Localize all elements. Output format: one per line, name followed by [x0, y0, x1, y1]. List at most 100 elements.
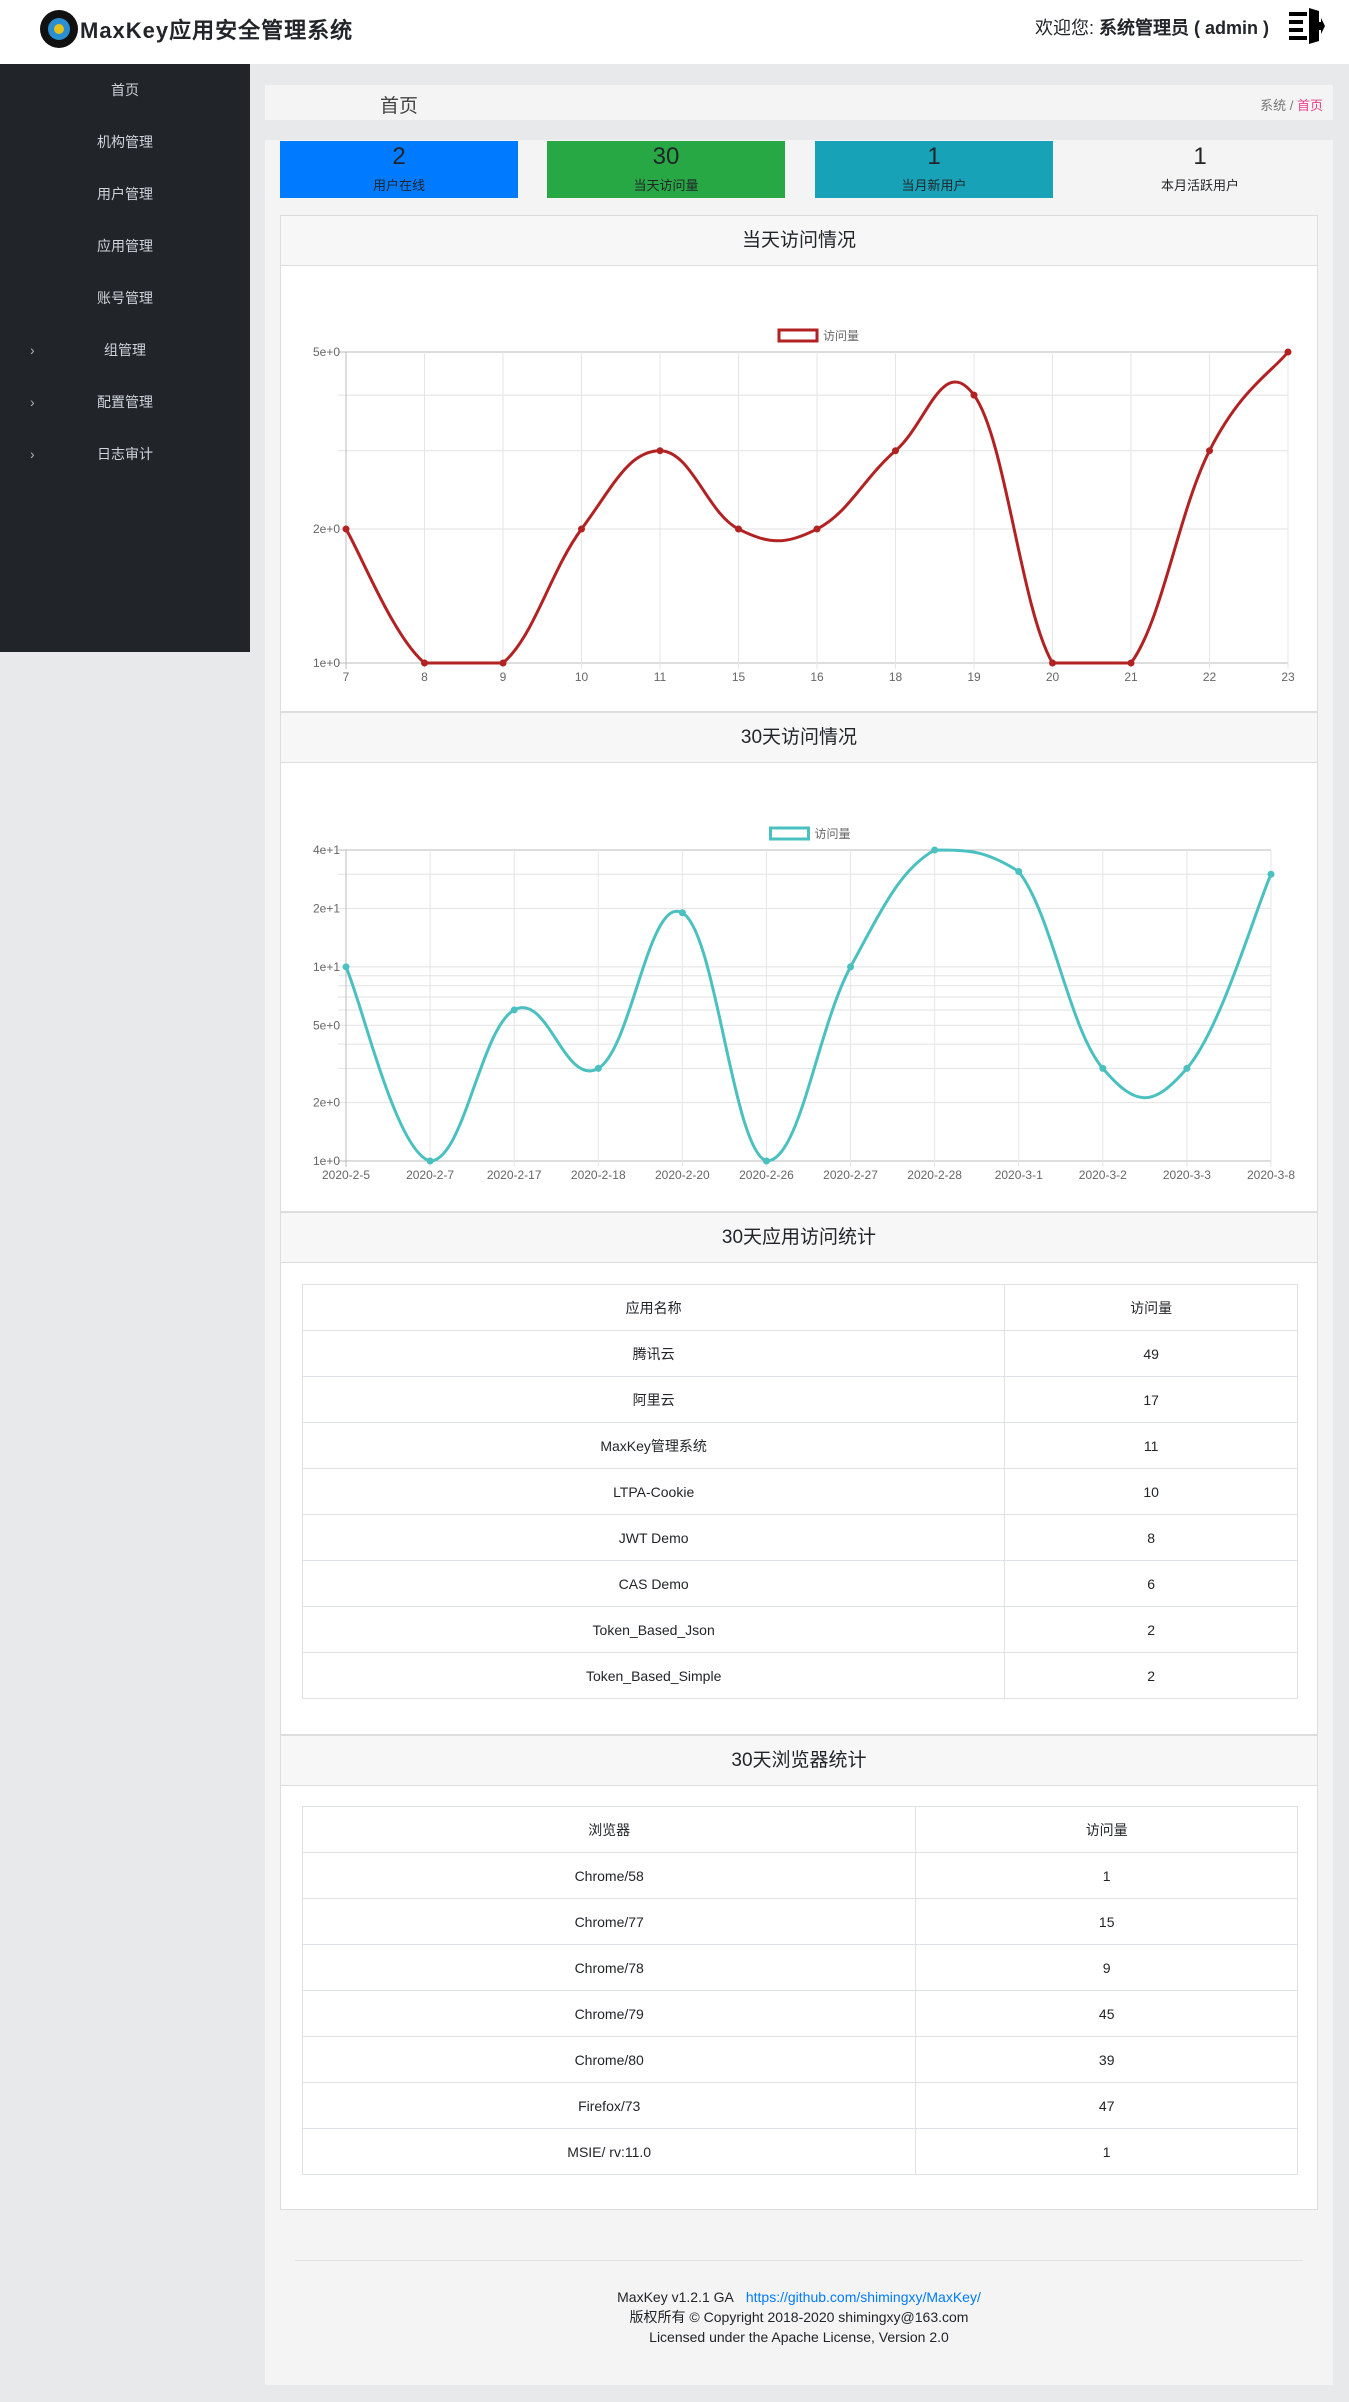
today-visits-chart: 访问量 1e+0 2e+0 5e+0 7 8 9 10 11 15 16 18 19 20 21 22 23	[313, 328, 1295, 684]
y-tick-label: 2e+0	[313, 522, 340, 536]
x-tick-label: 10	[575, 670, 589, 684]
data-point	[931, 846, 939, 854]
sidebar-item[interactable]: 应用管理	[0, 220, 250, 272]
table-row: 腾讯云 49	[301, 1330, 1298, 1377]
card-title: 当天访问情况	[281, 216, 1317, 266]
table-row: Chrome/58 1	[301, 1852, 1298, 1899]
legend-swatch	[769, 826, 810, 841]
table-row: 阿里云 17	[301, 1376, 1298, 1423]
y-tick-label: 2e+1	[313, 901, 340, 915]
x-tick-label: 2020-2-7	[406, 1168, 454, 1182]
sidebar-item-label: 组管理	[104, 342, 146, 358]
page-title: 首页	[380, 96, 419, 117]
today-visits-card: 当天访问情况 访问量 1e+0 2e+0 5e+0 7 8 9 10 11 15 16 18 19 20 2…	[280, 215, 1318, 712]
table-cell: MSIE/ rv:11.0	[301, 2128, 917, 2175]
data-point	[1267, 870, 1275, 878]
data-point	[1127, 659, 1135, 667]
x-tick-label: 23	[1281, 670, 1295, 684]
table-cell: 6	[1004, 1560, 1298, 1607]
table-cell: LTPA-Cookie	[301, 1468, 1006, 1515]
data-point	[762, 1157, 770, 1165]
legend-swatch	[777, 328, 819, 343]
y-tick-label: 5e+0	[313, 1018, 340, 1032]
table-cell: 9	[915, 1944, 1298, 1991]
series-line	[344, 351, 1290, 665]
table-row: Chrome/78 9	[301, 1944, 1298, 1991]
x-tick-label: 2020-2-26	[739, 1168, 794, 1182]
license: Licensed under the Apache License, Versi…	[649, 2329, 949, 2345]
sidebar-item-label: 用户管理	[97, 186, 153, 202]
x-tick-label: 2020-2-27	[823, 1168, 878, 1182]
data-point	[678, 909, 686, 917]
data-point	[656, 447, 664, 455]
github-link[interactable]: https://github.com/shimingxy/MaxKey/	[745, 2289, 981, 2305]
x-tick-label: 2020-2-5	[322, 1168, 370, 1182]
table-cell: 8	[1004, 1514, 1298, 1561]
y-tick-label: 1e+0	[313, 656, 340, 670]
data-point	[342, 525, 350, 533]
x-tick-label: 2020-3-1	[995, 1168, 1043, 1182]
breadcrumb: 系统 / 首页	[1260, 95, 1323, 114]
data-point	[970, 391, 978, 399]
stat-label: 用户在线	[372, 178, 425, 193]
divider	[265, 120, 1333, 140]
x-tick-label: 21	[1124, 670, 1138, 684]
x-tick-label: 22	[1203, 670, 1217, 684]
table-row: Chrome/77 15	[301, 1898, 1298, 1945]
table-cell: 15	[915, 1898, 1298, 1945]
y-tick-label: 1e+0	[313, 1154, 340, 1168]
data-point	[342, 963, 350, 971]
x-tick-label: 7	[343, 670, 350, 684]
card-title: 30天应用访问统计	[281, 1213, 1317, 1263]
sidebar-item[interactable]: › 日志审计	[0, 428, 250, 480]
x-tick-label: 2020-2-17	[487, 1168, 542, 1182]
sidebar-item[interactable]: 账号管理	[0, 272, 250, 324]
chevron-right-icon: ›	[30, 394, 35, 410]
table-header-row: 浏览器 访问量	[301, 1806, 1298, 1853]
table-cell: Chrome/78	[301, 1944, 917, 1991]
table-cell: CAS Demo	[301, 1560, 1006, 1607]
sidebar-item[interactable]: › 组管理	[0, 324, 250, 376]
data-point	[578, 525, 585, 533]
month-visits-card: 30天访问情况 访问量 1e+0 2e+0 5e+0 1e+1 2e+1 4e+1 2020-…	[280, 712, 1318, 1212]
table-cell: 17	[1004, 1376, 1298, 1423]
stat-box: 1 本月活跃用户	[1082, 141, 1318, 198]
stat-box: 30 当天访问量	[547, 141, 785, 198]
sidebar-item-label: 配置管理	[97, 394, 153, 410]
stat-label: 本月活跃用户	[1160, 178, 1239, 193]
data-point	[510, 1006, 518, 1014]
card-title: 30天浏览器统计	[281, 1736, 1317, 1786]
table-row: Firefox/73 47	[301, 2082, 1298, 2129]
sidebar-item[interactable]: › 配置管理	[0, 376, 250, 428]
app-title: MaxKey应用安全管理系统	[80, 18, 354, 43]
x-tick-label: 9	[500, 670, 507, 684]
x-tick-label: 2020-2-28	[907, 1168, 962, 1182]
table-cell: 腾讯云	[301, 1330, 1006, 1377]
breadcrumb-separator: /	[1286, 98, 1297, 113]
footer: MaxKey v1.2.1 GA https://github.com/shimi…	[295, 2260, 1303, 2347]
sidebar-item[interactable]: 用户管理	[0, 168, 250, 220]
chevron-right-icon: ›	[30, 342, 35, 358]
top-header: MaxKey应用安全管理系统 欢迎您: 系统管理员 ( admin )	[0, 0, 1349, 64]
table-cell: MaxKey管理系统	[301, 1422, 1006, 1469]
data-point	[499, 659, 507, 667]
column-header: 访问量	[1004, 1284, 1298, 1331]
table-row: Chrome/80 39	[301, 2036, 1298, 2083]
table-cell: JWT Demo	[301, 1514, 1006, 1561]
table-row: MaxKey管理系统 11	[301, 1422, 1298, 1469]
breadcrumb-parent[interactable]: 系统	[1260, 98, 1287, 113]
stat-value: 1	[927, 143, 941, 170]
x-tick-label: 18	[889, 670, 903, 684]
stat-box: 1 当月新用户	[815, 141, 1053, 198]
copyright: 版权所有 © Copyright 2018-2020 shimingxy@163…	[629, 2309, 969, 2325]
sidebar-item[interactable]: 首页	[0, 64, 250, 116]
logout-icon[interactable]	[1289, 8, 1325, 44]
table-cell: Chrome/58	[301, 1852, 917, 1899]
data-point	[421, 659, 428, 667]
sidebar-item-label: 账号管理	[97, 290, 153, 306]
sidebar-item[interactable]: 机构管理	[0, 116, 250, 168]
app-logo[interactable]: MaxKey应用安全管理系统	[40, 10, 353, 48]
x-tick-label: 11	[654, 670, 667, 684]
table-cell: 1	[915, 1852, 1298, 1899]
stat-box: 2 用户在线	[280, 141, 518, 198]
